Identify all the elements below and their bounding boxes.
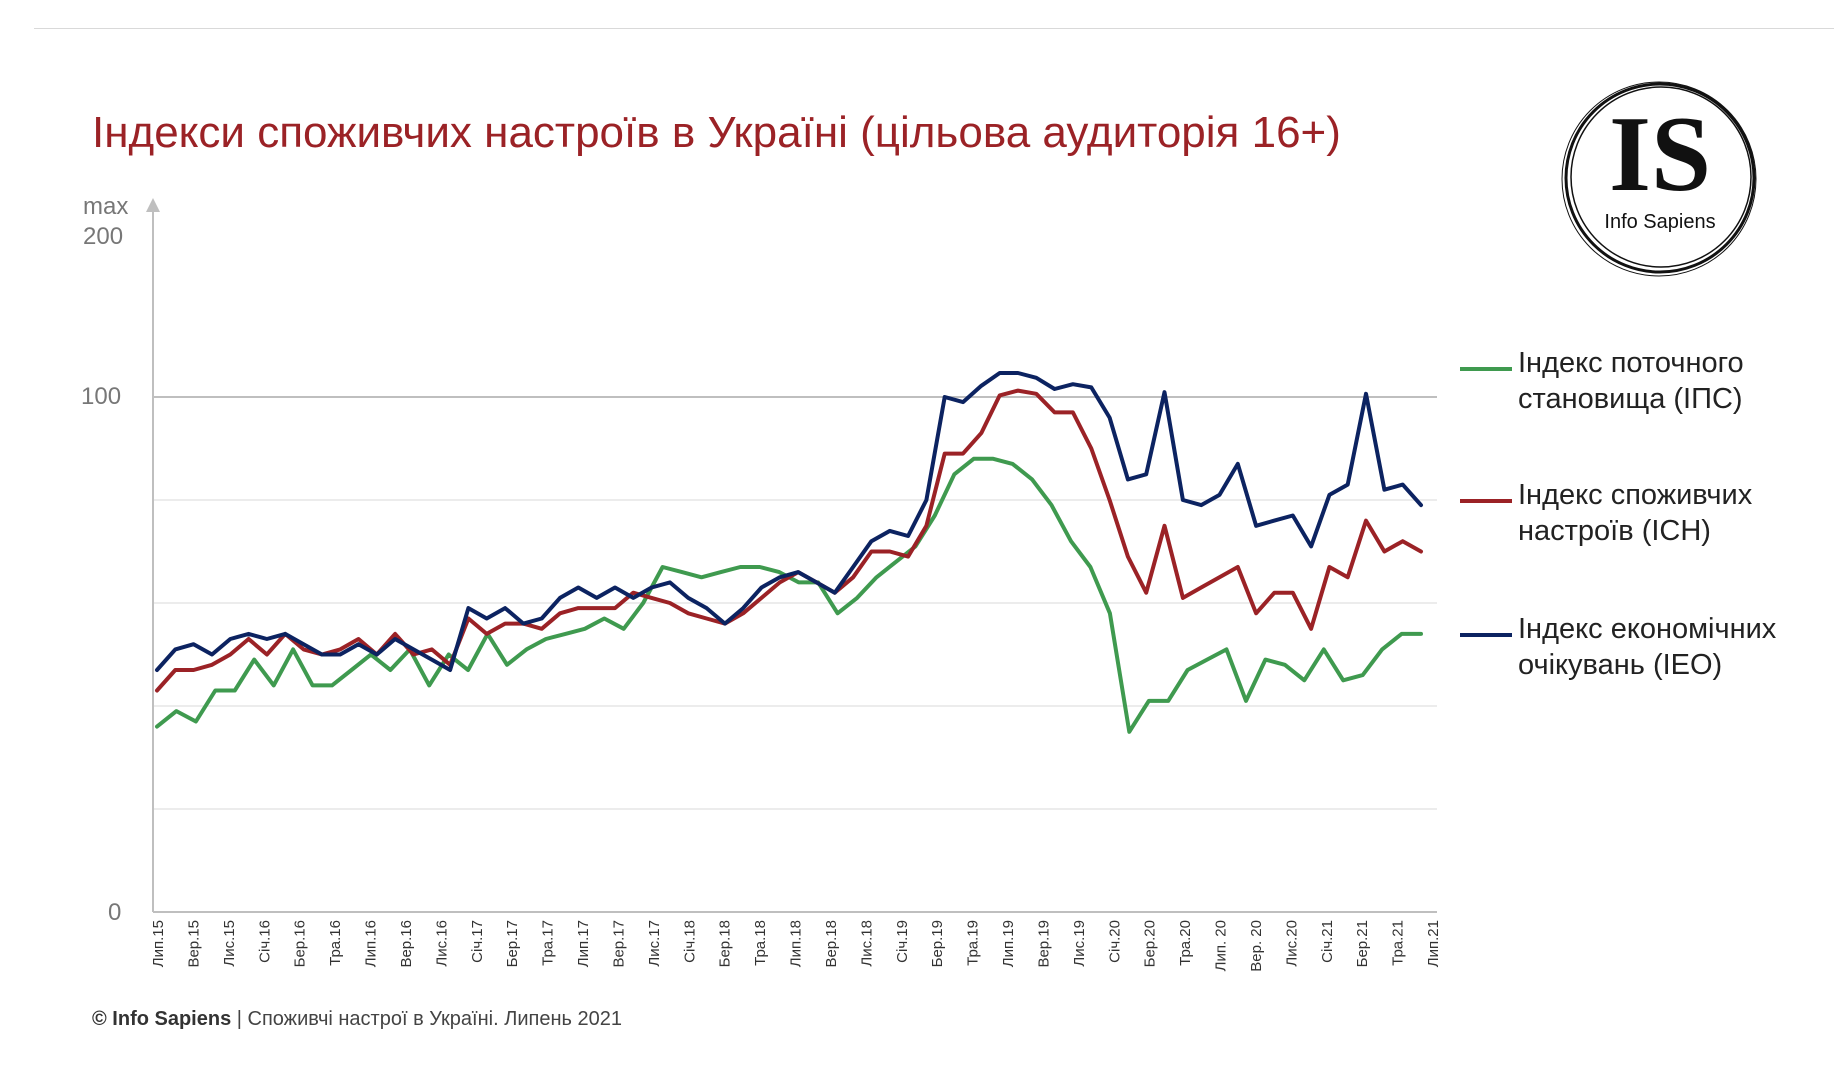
series-line-ieo <box>155 371 1423 672</box>
x-tick-label: Січ.17 <box>469 920 486 963</box>
footer-text: | Споживчі настрої в Україні. Липень 202… <box>231 1008 622 1030</box>
x-tick-label: Лис.18 <box>858 920 875 967</box>
y-tick-label: 200 <box>83 223 123 250</box>
y-tick-label: 0 <box>108 899 121 926</box>
top-divider <box>34 28 1834 29</box>
y-tick-label: 100 <box>81 383 121 410</box>
legend-swatch-ips <box>1460 367 1512 371</box>
x-tick-label: Тра.16 <box>327 920 344 966</box>
x-tick-label: Вер.17 <box>610 920 627 968</box>
x-tick-label: Тра.21 <box>1390 920 1407 966</box>
legend-label-ieo: Індекс економічних очікувань (ІЕО) <box>1518 613 1777 681</box>
x-tick-label: Січ.20 <box>1106 920 1123 963</box>
x-tick-label: Бер.19 <box>929 920 946 967</box>
x-tick-label: Лис.16 <box>433 920 450 967</box>
x-tick-label: Бер.16 <box>292 920 309 967</box>
legend-label-ich: Індекс споживчих настроїв (ІСН) <box>1518 479 1753 547</box>
x-tick-label: Лип.15 <box>150 920 167 967</box>
footer-note: © Info Sapiens | Споживчі настрої в Укра… <box>92 1008 622 1031</box>
series-line-ich <box>155 388 1423 693</box>
x-tick-label: Січ.19 <box>894 920 911 963</box>
x-tick-label: Січ.16 <box>256 920 273 963</box>
x-tick-label: Лип.18 <box>788 920 805 967</box>
x-tick-label: Вер.18 <box>823 920 840 968</box>
info-sapiens-logo: IS Info Sapiens <box>1561 81 1757 277</box>
x-tick-label: Бер.21 <box>1354 920 1371 967</box>
x-tick-label: Вер. 20 <box>1248 920 1265 972</box>
x-tick-label: Лип. 20 <box>1213 920 1230 971</box>
y-axis-arrow <box>146 198 160 212</box>
line-chart: max 200 100 0 Лип.15 Вер.15 Лис.15 Січ.16 Бер.16… <box>81 193 1440 972</box>
x-tick-label: Лип.21 <box>1425 920 1440 967</box>
x-tick-label: Тра.20 <box>1177 920 1194 966</box>
logo-mark: IS <box>1609 95 1711 214</box>
x-tick-label: Бер.20 <box>1142 920 1159 967</box>
x-tick-label: Тра.18 <box>752 920 769 966</box>
x-tick-label: Лис.15 <box>221 920 238 967</box>
x-tick-label: Вер.19 <box>1035 920 1052 968</box>
x-tick-label: Лис.17 <box>646 920 663 967</box>
x-tick-label: Тра.19 <box>965 920 982 966</box>
footer-copyright: © Info Sapiens <box>92 1008 232 1030</box>
page-title: Індекси споживчих настроїв в Україні (ці… <box>92 108 1341 157</box>
x-tick-label: Вер.16 <box>398 920 415 968</box>
x-tick-label: Лип.17 <box>575 920 592 967</box>
y-axis-max-label: max <box>83 193 128 220</box>
x-tick-label: Бер.18 <box>717 920 734 967</box>
x-tick-label: Січ.18 <box>681 920 698 963</box>
legend-label-ips: Індекс поточного становища (ІПС) <box>1518 347 1744 415</box>
legend-swatch-ich <box>1460 499 1512 503</box>
x-tick-label: Лис.20 <box>1283 920 1300 967</box>
x-tick-label: Вер.15 <box>185 920 202 968</box>
x-tick-label: Лип.19 <box>1000 920 1017 967</box>
x-tick-label: Січ.21 <box>1319 920 1336 963</box>
x-tick-label: Лип.16 <box>363 920 380 967</box>
x-tick-label: Бер.17 <box>504 920 521 967</box>
legend-swatch-ieo <box>1460 633 1512 637</box>
x-tick-label: Лис.19 <box>1071 920 1088 967</box>
logo-subtitle: Info Sapiens <box>1604 211 1715 233</box>
x-tick-label: Тра.17 <box>540 920 557 966</box>
